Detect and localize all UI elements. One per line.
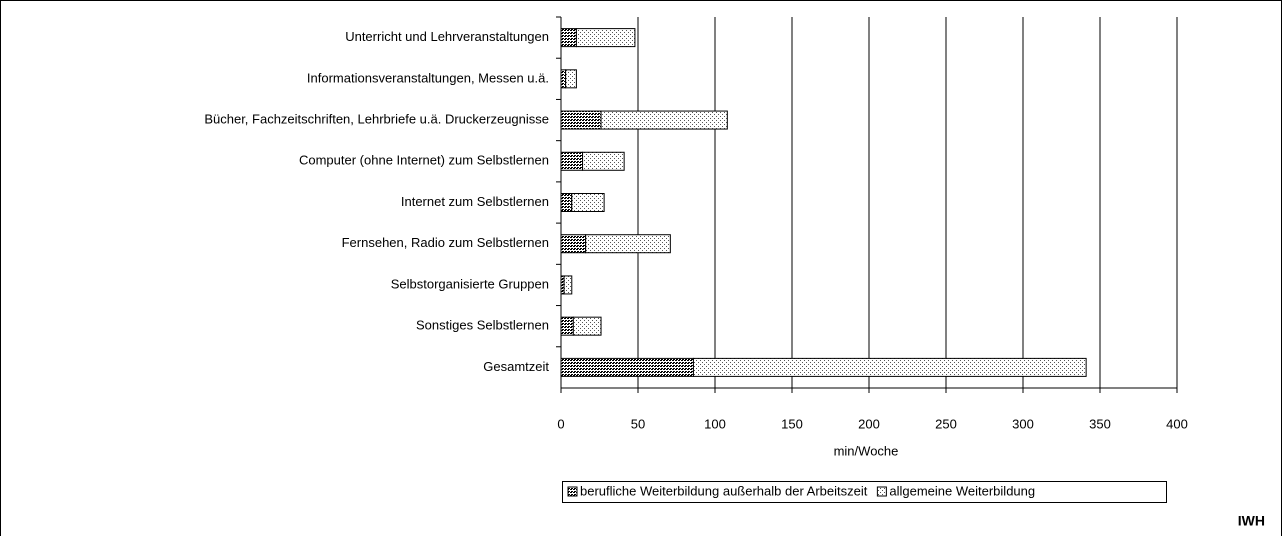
bar-segment <box>560 28 577 48</box>
source: IWH <box>1238 513 1265 529</box>
bar-segment <box>565 69 577 89</box>
bar-segment <box>560 357 694 377</box>
y-tick-label: Fernsehen, Radio zum Selbstlernen <box>342 235 549 250</box>
bar-segment <box>692 357 1087 377</box>
x-tick-label: 350 <box>1089 416 1111 431</box>
bar-segment <box>575 28 636 48</box>
bar-segment <box>560 151 584 171</box>
bar-segment <box>560 193 573 212</box>
bar-segment <box>560 69 567 89</box>
legend-label: berufliche Weiterbildung außerhalb der A… <box>580 483 868 498</box>
x-tick-label: 300 <box>1012 416 1034 431</box>
bar-segment <box>585 234 671 254</box>
y-tick-label: Computer (ohne Internet) zum Selbstlerne… <box>299 153 549 168</box>
bar-segment <box>560 110 602 130</box>
x-tick-label: 150 <box>781 416 803 431</box>
x-tick-label: 400 <box>1166 416 1188 431</box>
y-tick-label: Informationsveranstaltungen, Messen u.ä. <box>307 70 549 85</box>
x-tick-label: 0 <box>557 416 564 431</box>
bar-segment <box>572 316 602 336</box>
y-tick-label: Bücher, Fachzeitschriften, Lehrbriefe u.… <box>204 111 549 126</box>
x-tick-label: 250 <box>935 416 957 431</box>
legend-label: allgemeine Weiterbildung <box>889 483 1035 498</box>
y-tick-label: Gesamtzeit <box>483 359 549 374</box>
x-tick-label: 200 <box>858 416 880 431</box>
x-tick-label: 50 <box>631 416 645 431</box>
y-tick-label: Internet zum Selbstlernen <box>401 194 549 209</box>
x-tick-label: 100 <box>704 416 726 431</box>
y-tick-label: Sonstiges Selbstlernen <box>416 318 549 333</box>
bar-segment <box>560 234 587 254</box>
legend-box <box>562 481 1167 503</box>
bar-segment <box>560 316 574 336</box>
bar-segment <box>563 275 573 295</box>
x-axis-label: min/Woche <box>834 443 899 458</box>
legend-swatch <box>876 486 887 497</box>
y-tick-label: Unterricht und Lehrveranstaltungen <box>345 29 549 44</box>
legend-swatch <box>567 486 578 497</box>
y-tick-label: Selbstorganisierte Gruppen <box>391 276 549 291</box>
bar-segment <box>571 193 605 212</box>
bar-segment <box>600 110 728 130</box>
bar-segment <box>582 151 625 171</box>
